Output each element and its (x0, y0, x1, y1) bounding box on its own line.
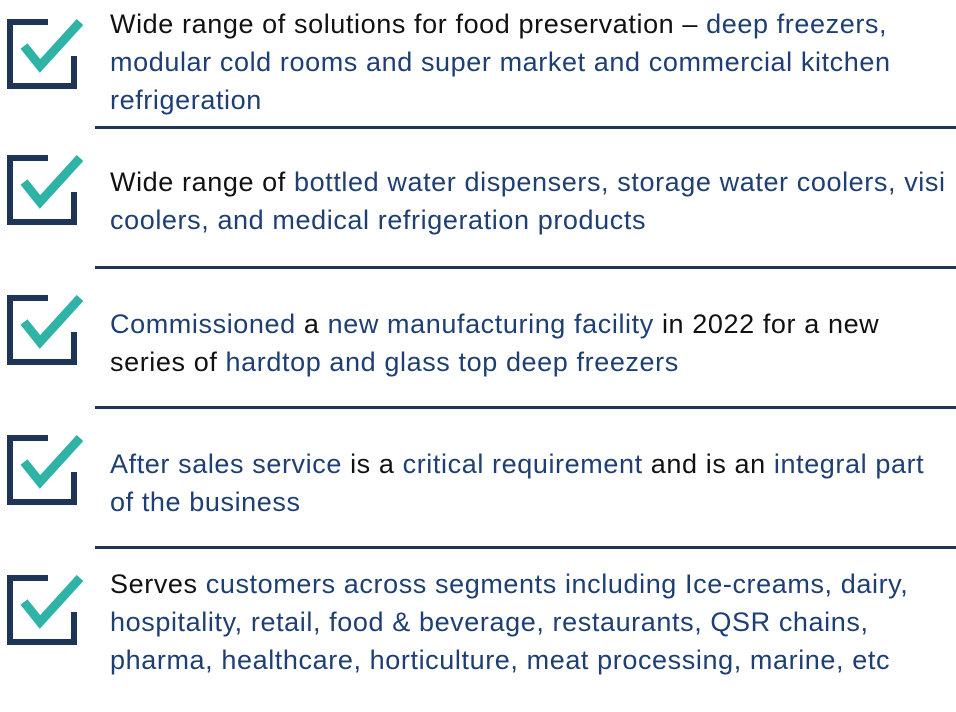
check-mark (20, 574, 84, 629)
item-text: Serves customers across segments includi… (110, 565, 950, 679)
text-segment: Serves (110, 569, 206, 599)
text-segment: integral part of the business (110, 449, 925, 517)
check-icon (7, 154, 84, 225)
text-segment: Wide range of (110, 167, 294, 197)
item-text: Wide range of bottled water dispensers, … (110, 163, 950, 239)
check-icon (7, 574, 84, 645)
text-segment: a (295, 309, 328, 339)
text-segment: Commissioned (110, 309, 296, 339)
item-text: Wide range of solutions for food preserv… (110, 5, 950, 119)
divider (95, 266, 956, 269)
text-segment: Wide range of solutions for food preserv… (110, 9, 707, 39)
check-icon (7, 18, 84, 89)
text-segment: and is an (642, 449, 774, 479)
text-segment: hardtop and glass top deep freezers (225, 347, 679, 377)
check-box (7, 19, 77, 89)
item-text: After sales service is a critical requir… (110, 445, 950, 521)
text-segment: in 2022 for a new series of (110, 309, 880, 377)
check-box (7, 435, 77, 505)
check-mark (20, 294, 84, 349)
text-segment: new manufacturing facility (327, 309, 654, 339)
check-mark (20, 18, 84, 73)
divider (95, 546, 956, 549)
divider (95, 126, 956, 129)
check-box (7, 295, 77, 365)
text-segment: is a (341, 449, 403, 479)
text-segment: bottled water dispensers, storage water … (110, 167, 946, 235)
text-segment: customers across segments including Ice-… (110, 569, 909, 675)
item-text: Commissioned a new manufacturing facilit… (110, 305, 950, 381)
check-mark (20, 154, 84, 209)
text-segment: After sales service (110, 449, 342, 479)
divider (95, 406, 956, 409)
check-mark (20, 434, 84, 489)
check-box (7, 155, 77, 225)
text-segment: deep freezers, modular cold rooms and su… (110, 9, 891, 115)
text-segment: critical requirement (402, 449, 643, 479)
check-box (7, 575, 77, 645)
check-icon (7, 294, 84, 365)
check-icon (7, 434, 84, 505)
